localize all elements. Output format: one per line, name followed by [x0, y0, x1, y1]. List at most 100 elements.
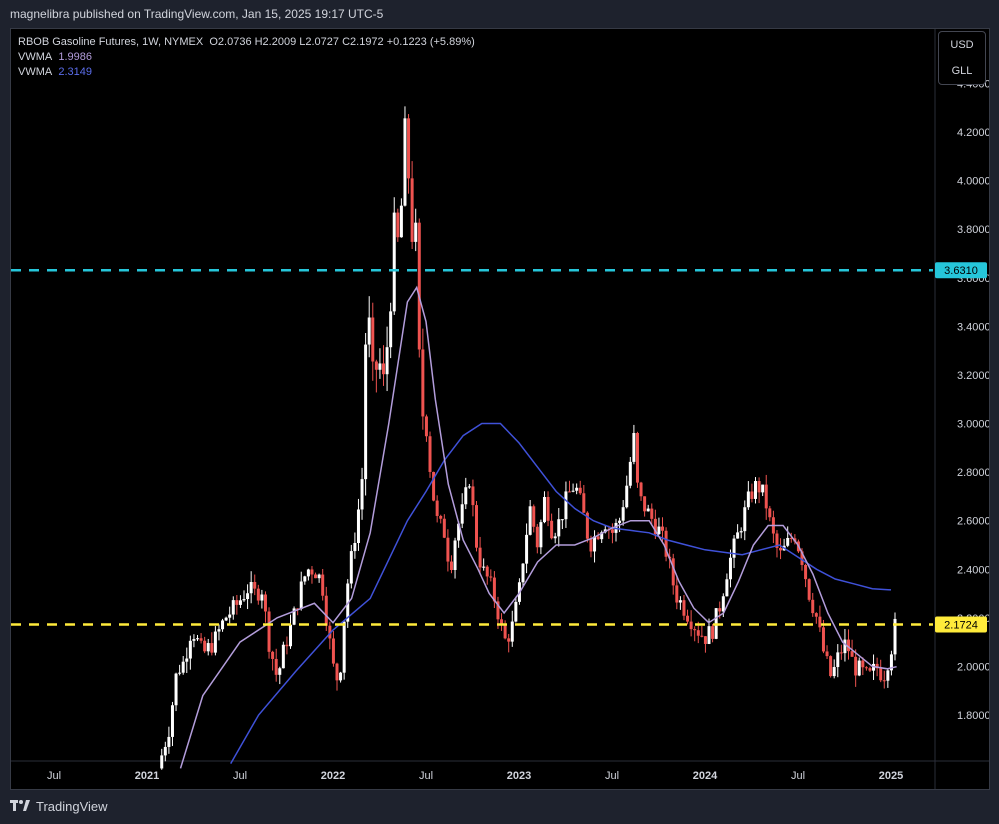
- candle-body: [260, 594, 264, 601]
- candle-body: [736, 532, 740, 539]
- footer-brand[interactable]: TradingView: [10, 796, 108, 816]
- candle-body: [439, 515, 443, 519]
- candle-body: [167, 736, 171, 747]
- candle-body: [360, 479, 364, 510]
- currency-button[interactable]: USD: [950, 39, 974, 51]
- candle-body: [589, 538, 593, 552]
- candle-body: [296, 608, 300, 610]
- candle-body: [414, 222, 418, 242]
- candle-body: [203, 640, 207, 652]
- candle-body: [754, 481, 758, 499]
- candle-body: [571, 490, 575, 492]
- candle-body: [821, 627, 825, 652]
- y-tick-label: 2.4000: [957, 564, 989, 576]
- candle-body: [728, 557, 732, 580]
- candle-body: [807, 579, 811, 600]
- x-tick-label: 2025: [879, 770, 903, 782]
- candle-body: [306, 569, 310, 577]
- candle-body: [464, 487, 468, 505]
- vwma-fast-line: [179, 285, 897, 769]
- candle-body: [328, 625, 332, 639]
- candle-body: [403, 118, 407, 206]
- candle-body: [510, 621, 514, 642]
- candle-body: [861, 660, 865, 668]
- candle-body: [485, 566, 489, 577]
- candle-body: [235, 600, 239, 605]
- y-tick-label: 3.0000: [957, 419, 989, 431]
- candle-body: [267, 611, 271, 652]
- price-chart[interactable]: 1.80002.00002.20002.40002.60002.80003.00…: [11, 29, 989, 789]
- candle-body: [217, 629, 221, 632]
- candle-body: [421, 349, 425, 417]
- candle-body: [457, 523, 461, 541]
- candle-body: [349, 551, 353, 584]
- candle-body: [711, 626, 715, 639]
- candle-body: [535, 526, 539, 548]
- candle-body: [435, 500, 439, 516]
- candle-body: [646, 508, 650, 512]
- candle-body: [528, 506, 532, 535]
- candle-body: [417, 222, 421, 350]
- candle-body: [600, 532, 604, 540]
- candle-body: [289, 624, 293, 647]
- chart-panel[interactable]: 1.80002.00002.20002.40002.60002.80003.00…: [10, 28, 990, 790]
- candle-body: [832, 667, 836, 677]
- candle-body: [449, 561, 453, 570]
- candle-body: [367, 317, 371, 345]
- candle-body: [578, 487, 582, 494]
- candle-body: [632, 433, 636, 462]
- candle-body: [249, 582, 253, 594]
- candle-body: [818, 616, 822, 628]
- candle-body: [575, 487, 579, 491]
- candle-body: [339, 672, 343, 681]
- candle-body: [442, 518, 446, 538]
- legend-vwma-slow: VWMA 2.3149: [18, 65, 475, 80]
- candle-body: [585, 512, 589, 539]
- candle-body: [746, 491, 750, 508]
- candle-body: [596, 536, 600, 540]
- candle-body: [446, 537, 450, 562]
- candle-body: [661, 526, 665, 531]
- candle-body: [525, 534, 529, 564]
- candle-body: [188, 640, 192, 659]
- candle-body: [671, 558, 675, 586]
- candle-body: [686, 615, 690, 622]
- candle-body: [560, 519, 564, 521]
- x-tick-label: 2022: [321, 770, 345, 782]
- candle-body: [868, 668, 872, 671]
- candle-body: [879, 668, 883, 681]
- footer-brand-label: TradingView: [36, 798, 108, 814]
- candle-body: [764, 484, 768, 509]
- candle-body: [274, 658, 278, 675]
- candle-body: [725, 579, 729, 597]
- candle-body: [678, 600, 682, 603]
- candle-body: [582, 493, 586, 513]
- candle-body: [703, 636, 707, 644]
- candle-body: [675, 585, 679, 603]
- legend-vwma-fast: VWMA 1.9986: [18, 50, 475, 65]
- candle-body: [206, 643, 210, 652]
- candle-body: [768, 508, 772, 518]
- candle-body: [718, 608, 722, 612]
- candle-body: [364, 344, 368, 480]
- candle-body: [374, 361, 378, 370]
- x-tick-label: Jul: [605, 770, 619, 782]
- unit-selector[interactable]: USD GLL: [938, 31, 986, 85]
- unit-button[interactable]: GLL: [951, 65, 973, 77]
- candle-body: [321, 574, 325, 596]
- x-tick-label: 2023: [507, 770, 531, 782]
- y-tick-label: 3.8000: [957, 224, 989, 236]
- candle-body: [850, 651, 854, 657]
- published-caption: magnelibra published on TradingView.com,…: [10, 7, 384, 21]
- candle-body: [432, 471, 436, 501]
- x-tick-label: 2024: [693, 770, 718, 782]
- candle-body: [228, 614, 232, 618]
- candle-body: [568, 491, 572, 493]
- candle-body: [253, 582, 257, 589]
- candle-body: [292, 608, 296, 625]
- candle-body: [281, 644, 285, 669]
- candle-body: [789, 537, 793, 539]
- candle-body: [889, 654, 893, 671]
- candle-body: [882, 680, 886, 682]
- candle-body: [886, 670, 890, 681]
